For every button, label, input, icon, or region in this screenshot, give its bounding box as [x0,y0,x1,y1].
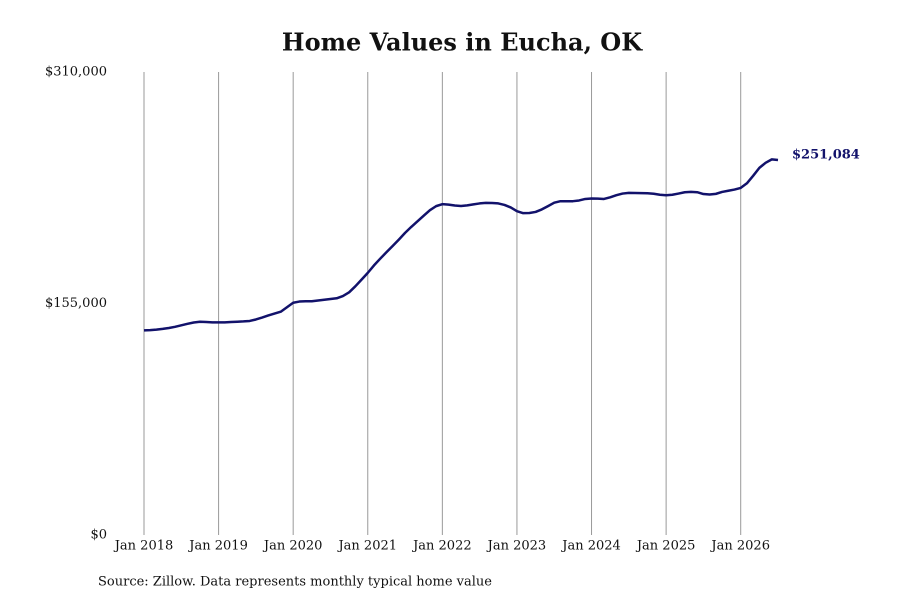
y-tick-label: $0 [90,528,107,543]
x-tick-label: Jan 2025 [635,539,696,554]
source-note: Source: Zillow. Data represents monthly … [98,575,492,590]
x-tick-label: Jan 2024 [560,539,621,554]
y-tick-label: $155,000 [45,296,107,311]
value-label: $251,084 [792,147,860,162]
x-tick-label: Jan 2021 [336,539,397,554]
line [143,158,779,332]
x-tick-label: Jan 2026 [709,539,770,554]
x-tick-label: Jan 2019 [187,539,248,554]
chart-title: Home Values in Eucha, OK [282,28,643,57]
x-tick-label: Jan 2018 [113,539,174,554]
x-tick-label: Jan 2022 [411,539,472,554]
y-tick-label: $310,000 [45,65,107,80]
x-tick-label: Jan 2023 [486,539,547,554]
x-tick-label: Jan 2020 [262,539,323,554]
